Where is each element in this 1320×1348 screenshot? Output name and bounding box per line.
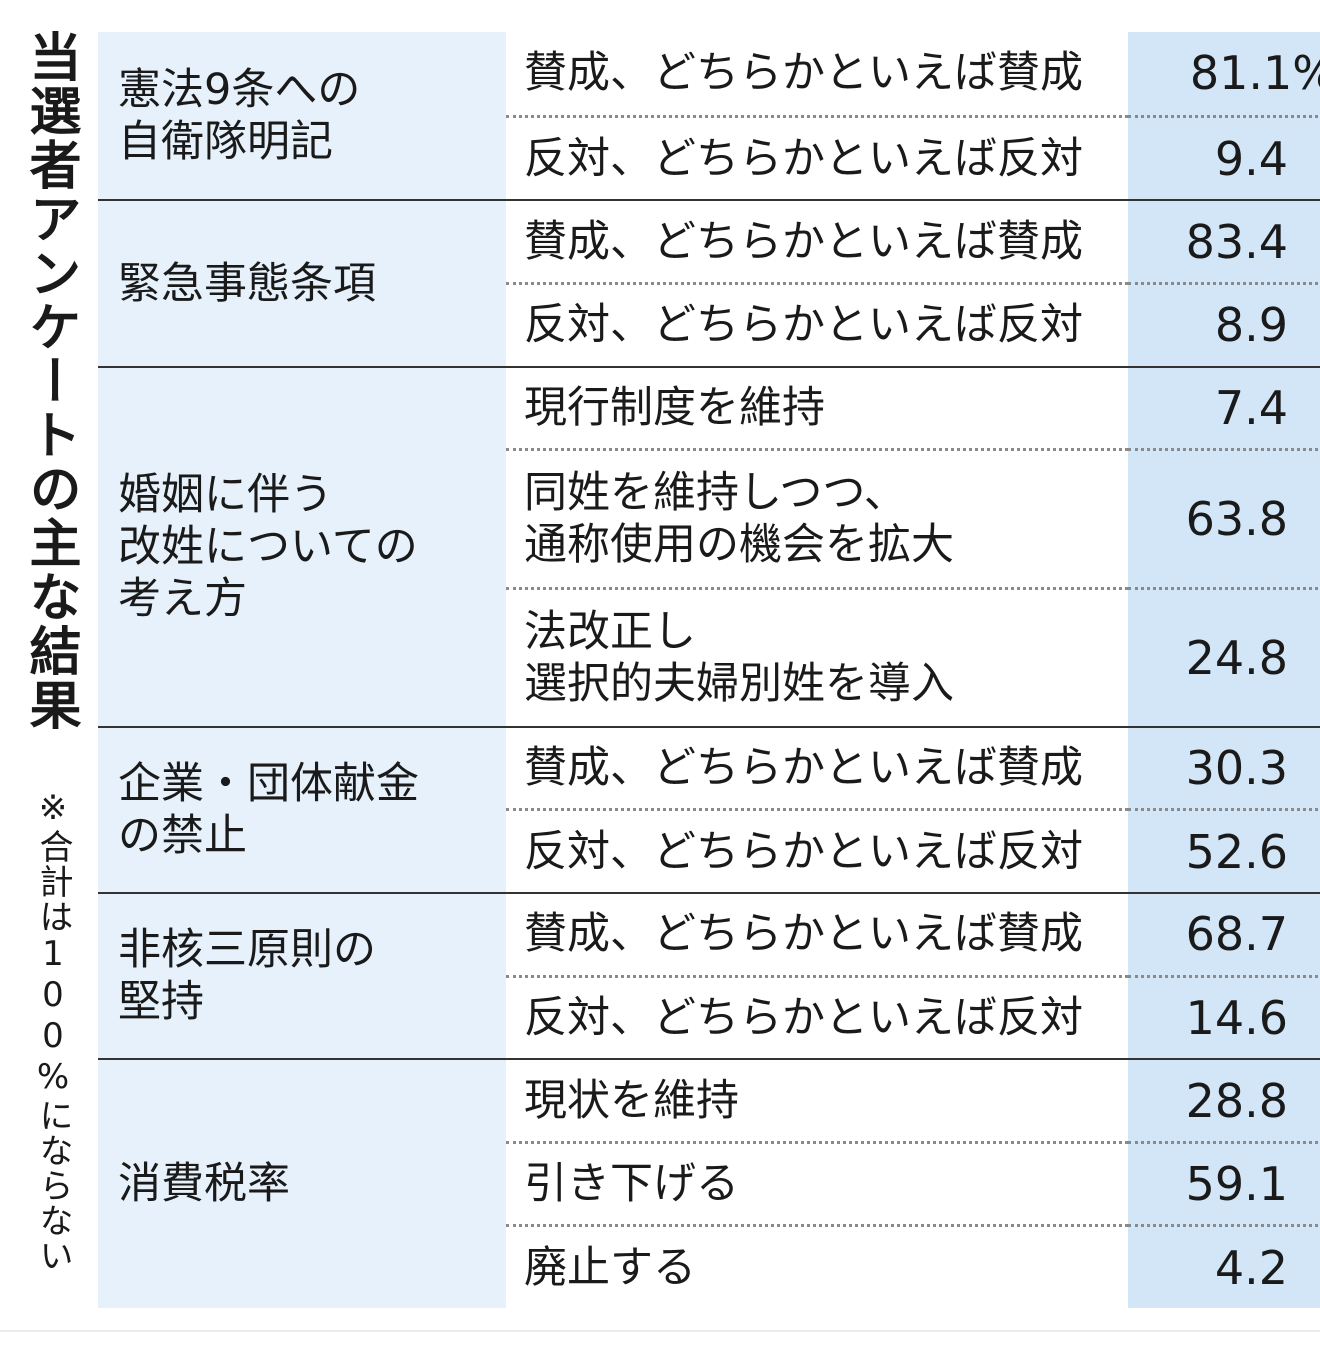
table-row: 緊急事態条項 賛成、どちらかといえば賛成 83.4 [98,200,1320,368]
option-label: 法改正し 選択的夫婦別姓を導入 [524,606,954,709]
option-label: 反対、どちらかといえば反対 [524,133,1083,184]
topic-label: 消費税率 [118,1159,290,1210]
option-cell: 引き下げる [506,1142,1128,1228]
option-cell: 現行制度を維持 [506,366,1128,452]
survey-results-table: 憲法9条への 自衛隊明記 賛成、どちらかといえば賛成 81.1% 反対、どちらか… [98,32,1320,1308]
option-label: 廃止する [524,1242,696,1293]
value-cell: 28.8 [1128,1059,1320,1145]
option-label: 賛成、どちらかといえば賛成 [524,909,1083,960]
topic-cell: 企業・団体献金 の禁止 [98,726,506,894]
option-cell: 同姓を維持しつつ、 通称使用の機会を拡大 [506,449,1128,590]
value-cell: 24.8 [1128,588,1320,728]
option-cell: 賛成、どちらかといえば賛成 [506,32,1128,118]
value-cell: 81.1% [1128,32,1320,118]
option-label: 賛成、どちらかといえば賛成 [524,216,1083,267]
topic-cell: 婚姻に伴う 改姓についての 考え方 [98,366,506,728]
table-row: 反対、どちらかといえば反対 14.6 [98,976,1320,1061]
option-cell: 反対、どちらかといえば反対 [506,283,1128,368]
value-cell: 68.7 [1128,892,1320,978]
option-label: 反対、どちらかといえば反対 [524,992,1083,1043]
topic-cell: 非核三原則の 堅持 [98,892,506,1061]
value-cell: 83.4 [1128,200,1320,286]
table-row: 引き下げる 59.1 [98,1142,1320,1228]
option-cell: 法改正し 選択的夫婦別姓を導入 [506,588,1128,728]
topic-label: 憲法9条への 自衛隊明記 [118,64,361,167]
table-row: 非核三原則の 堅持 賛成、どちらかといえば賛成 68.7 [98,892,1320,1061]
option-label: 賛成、どちらかといえば賛成 [524,48,1083,99]
value-cell: 7.4 [1128,366,1320,452]
topic-label: 企業・団体献金 の禁止 [118,758,419,861]
option-label: 引き下げる [524,1159,739,1210]
value-cell: 63.8 [1128,449,1320,590]
value-cell: 4.2 [1128,1225,1320,1308]
option-label: 反対、どちらかといえば反対 [524,300,1083,351]
page-title: 当選者アンケートの主な結果 [20,30,80,732]
option-cell: 廃止する [506,1225,1128,1308]
table-row: 反対、どちらかといえば反対 52.6 [98,809,1320,894]
option-cell: 賛成、どちらかといえば賛成 [506,892,1128,978]
option-label: 現状を維持 [524,1075,739,1126]
option-cell: 賛成、どちらかといえば賛成 [506,200,1128,286]
table-row: 廃止する 4.2 [98,1225,1320,1308]
table-row: 法改正し 選択的夫婦別姓を導入 24.8 [98,588,1320,728]
topic-label: 緊急事態条項 [118,258,376,309]
option-label: 反対、どちらかといえば反対 [524,826,1083,877]
topic-label: 非核三原則の 堅持 [118,925,376,1028]
table-row: 企業・団体献金 の禁止 賛成、どちらかといえば賛成 30.3 [98,726,1320,894]
option-label: 現行制度を維持 [524,383,825,434]
option-cell: 反対、どちらかといえば反対 [506,976,1128,1061]
option-label: 同姓を維持しつつ、 通称使用の機会を拡大 [524,468,954,571]
topic-cell: 消費税率 [98,1059,506,1308]
option-cell: 賛成、どちらかといえば賛成 [506,726,1128,812]
bottom-divider [0,1330,1320,1332]
value-cell: 8.9 [1128,283,1320,368]
option-cell: 反対、どちらかといえば反対 [506,116,1128,202]
value-cell: 9.4 [1128,116,1320,202]
table-row: 反対、どちらかといえば反対 8.9 [98,283,1320,368]
topic-cell: 憲法9条への 自衛隊明記 [98,32,506,202]
topic-cell: 緊急事態条項 [98,200,506,368]
table-row: 同姓を維持しつつ、 通称使用の機会を拡大 63.8 [98,449,1320,590]
topic-label: 婚姻に伴う 改姓についての 考え方 [118,469,418,624]
table-row: 婚姻に伴う 改姓についての 考え方 現行制度を維持 7.4 [98,366,1320,728]
value-cell: 30.3 [1128,726,1320,812]
table-row: 憲法9条への 自衛隊明記 賛成、どちらかといえば賛成 81.1% [98,32,1320,202]
table-row: 消費税率 現状を維持 28.8 [98,1059,1320,1308]
value-cell: 14.6 [1128,976,1320,1061]
footnote: ※合計は100%にならない [33,788,73,1273]
value-cell: 59.1 [1128,1142,1320,1228]
table-row: 反対、どちらかといえば反対 9.4 [98,116,1320,202]
option-cell: 反対、どちらかといえば反対 [506,809,1128,894]
value-cell: 52.6 [1128,809,1320,894]
option-cell: 現状を維持 [506,1059,1128,1145]
option-label: 賛成、どちらかといえば賛成 [524,742,1083,793]
